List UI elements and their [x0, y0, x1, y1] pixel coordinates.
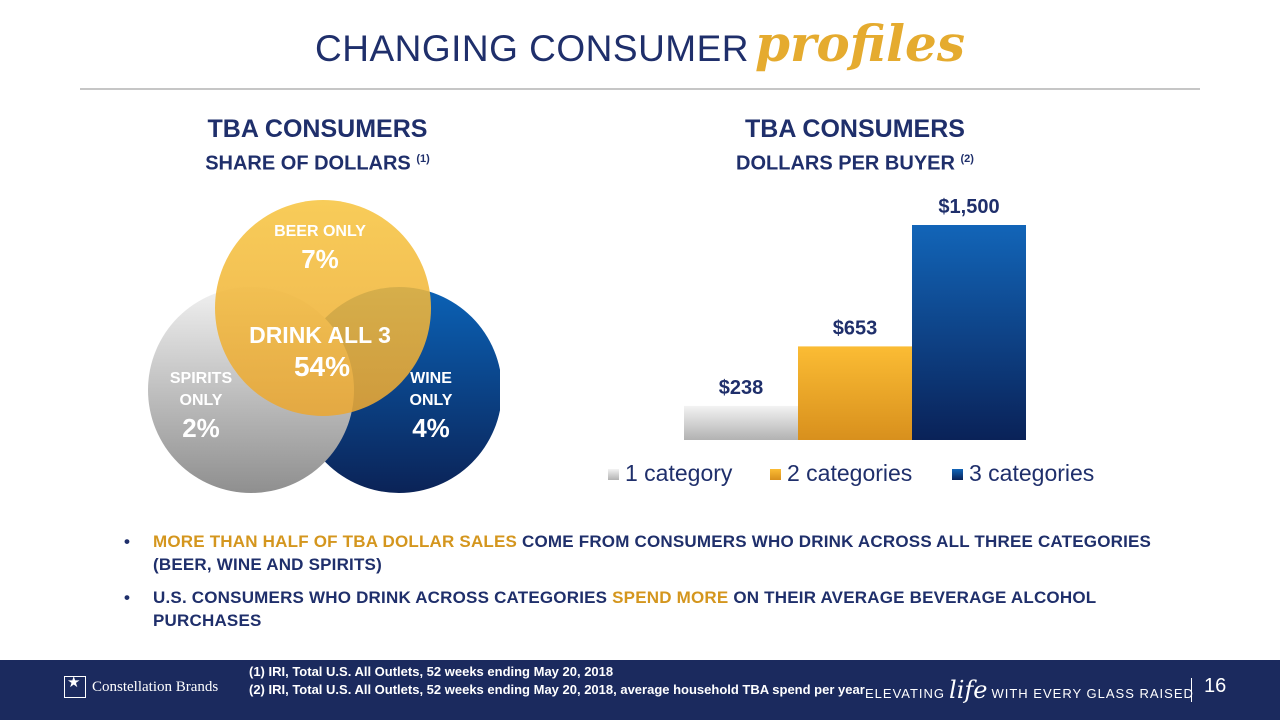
title-script: profiles: [755, 14, 965, 73]
legend-label: 3 categories: [969, 460, 1094, 486]
bullet-dot: •: [124, 588, 131, 607]
tagline-pre: ELEVATING: [865, 686, 946, 701]
dollars-per-buyer-chart: $238 $653 $1,500 1 category 2 categories 3 ca…: [608, 196, 1094, 486]
footer-bar: ★ Constellation Brands (1) IRI, Total U.…: [0, 660, 1280, 720]
beer-label: BEER ONLY: [274, 223, 366, 240]
star-logo-icon: ★: [64, 674, 86, 698]
company-name: Constellation Brands: [92, 678, 219, 695]
bullet-2-highlight: SPEND MORE: [612, 588, 729, 607]
page-number: 16: [1204, 675, 1227, 697]
spirits-value: 2%: [182, 413, 220, 443]
legend-item: 1 category: [608, 460, 733, 486]
wine-label-line2: ONLY: [410, 392, 453, 409]
wine-value: 4%: [412, 413, 450, 443]
source-note-2: (2) IRI, Total U.S. All Outlets, 52 week…: [249, 682, 865, 697]
title-divider: [80, 88, 1200, 90]
wine-label-line1: WINE: [410, 370, 452, 387]
footer-divider: [1191, 678, 1192, 702]
bar-3: [912, 225, 1026, 440]
venn-diagram: BEER ONLY 7% DRINK ALL 3 54% SPIRITS ONL…: [148, 200, 500, 493]
right-heading-subtitle: DOLLARS PER BUYER (2): [736, 152, 974, 175]
left-heading: TBA CONSUMERS SHARE OF DOLLARS (1): [140, 114, 495, 179]
bullet-2-after: ON THEIR AVERAGE BEVERAGE ALCOHOL PURCHA…: [153, 588, 1097, 630]
legend-swatch: [770, 469, 781, 480]
key-takeaways: • MORE THAN HALF OF TBA DOLLAR SALES COM…: [120, 530, 1200, 642]
legend-label: 2 categories: [787, 460, 912, 486]
bullet-dot: •: [124, 532, 131, 551]
bar-1: [684, 405, 798, 440]
bar-value-label: $238: [719, 377, 764, 399]
center-value: 54%: [294, 351, 350, 382]
bar-value-label: $1,500: [938, 196, 999, 218]
legend-swatch: [952, 469, 963, 480]
bullet-2: • U.S. CONSUMERS WHO DRINK ACROSS CATEGO…: [120, 586, 1200, 632]
spirits-label-line1: SPIRITS: [170, 370, 233, 387]
right-heading-title: TBA CONSUMERS: [745, 115, 965, 143]
slide-title: CHANGING CONSUMER profiles: [0, 14, 1280, 73]
right-footnote-ref: (2): [960, 153, 974, 165]
beer-value: 7%: [301, 244, 339, 274]
bullet-1-highlight: MORE THAN HALF OF TBA DOLLAR SALES: [153, 532, 518, 551]
tagline-post: WITH EVERY GLASS RAISED: [991, 686, 1194, 701]
company-logo: ★ Constellation Brands: [64, 674, 219, 698]
title-plain: CHANGING CONSUMER: [315, 28, 750, 69]
left-heading-title: TBA CONSUMERS: [207, 115, 428, 143]
beer-circle: [215, 200, 431, 416]
bar-value-label: $653: [833, 317, 878, 339]
bullet-1: • MORE THAN HALF OF TBA DOLLAR SALES COM…: [120, 530, 1200, 576]
legend-item: 3 categories: [952, 460, 1094, 486]
bullet-2-before: U.S. CONSUMERS WHO DRINK ACROSS CATEGORI…: [153, 588, 613, 607]
left-footnote-ref: (1): [416, 153, 430, 165]
source-note-1: (1) IRI, Total U.S. All Outlets, 52 week…: [249, 664, 614, 679]
right-heading: TBA CONSUMERS DOLLARS PER BUYER (2): [680, 114, 1030, 179]
tagline: ELEVATING life WITH EVERY GLASS RAISED: [865, 676, 1194, 704]
bar-2: [798, 346, 912, 440]
bullet-1-text: COME FROM CONSUMERS WHO DRINK ACROSS ALL…: [153, 532, 1152, 574]
tagline-life: life: [949, 676, 988, 704]
center-label: DRINK ALL 3: [249, 322, 391, 348]
legend-label: 1 category: [625, 460, 733, 486]
source-notes: (1) IRI, Total U.S. All Outlets, 52 week…: [249, 663, 869, 699]
legend-item: 2 categories: [770, 460, 912, 486]
left-heading-subtitle: SHARE OF DOLLARS (1): [205, 152, 430, 175]
legend-swatch: [608, 469, 619, 480]
spirits-label-line2: ONLY: [180, 392, 223, 409]
